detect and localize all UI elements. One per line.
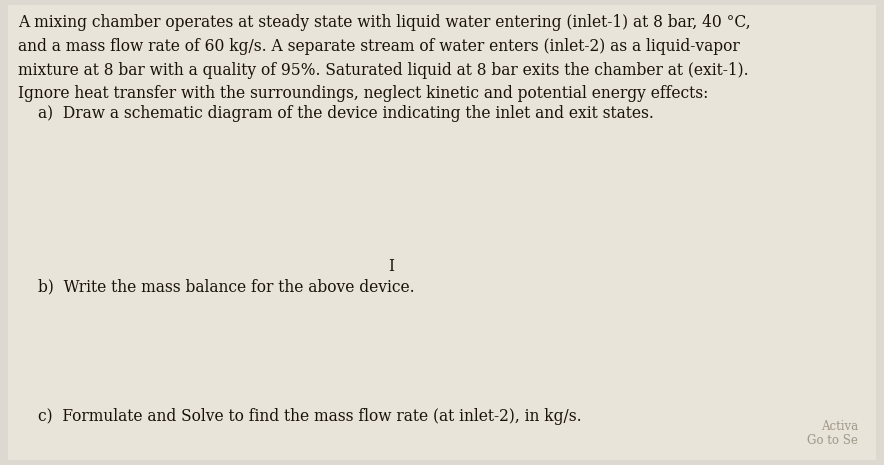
Text: I: I xyxy=(388,258,394,275)
Text: b)  Write the mass balance for the above device.: b) Write the mass balance for the above … xyxy=(38,278,415,295)
Text: Go to Se: Go to Se xyxy=(807,434,858,447)
Text: A mixing chamber operates at steady state with liquid water entering (inlet-1) a: A mixing chamber operates at steady stat… xyxy=(18,14,751,102)
Text: c)  Formulate and Solve to find the mass flow rate (at inlet-2), in kg/s.: c) Formulate and Solve to find the mass … xyxy=(38,408,582,425)
Text: Activa: Activa xyxy=(821,420,858,433)
Text: a)  Draw a schematic diagram of the device indicating the inlet and exit states.: a) Draw a schematic diagram of the devic… xyxy=(38,105,654,122)
